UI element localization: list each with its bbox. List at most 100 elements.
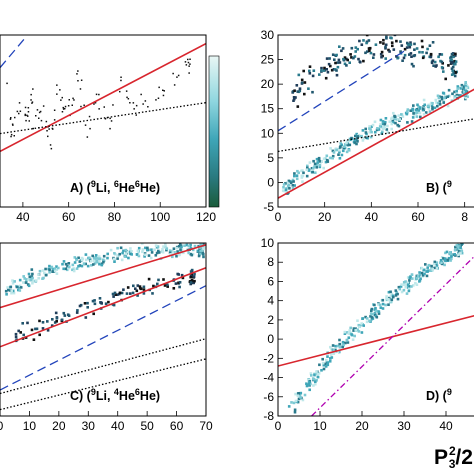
density-cell: [380, 55, 383, 59]
density-cell: [336, 344, 340, 348]
density-cell: [450, 58, 453, 62]
density-cell: [187, 251, 190, 255]
density-cell: [400, 44, 404, 47]
density-cell: [329, 353, 333, 356]
density-cell: [32, 88, 34, 90]
density-cell: [61, 96, 63, 99]
density-cell: [365, 317, 369, 320]
density-cell: [84, 253, 88, 256]
density-cell: [324, 365, 328, 368]
density-cell: [392, 295, 395, 299]
density-cell: [45, 120, 48, 123]
density-cell: [300, 174, 304, 178]
density-cell: [75, 267, 79, 270]
density-cell: [46, 320, 49, 323]
density-cell: [322, 69, 326, 72]
density-cell: [449, 251, 452, 254]
y-tick-label: 20: [261, 77, 275, 91]
density-cell: [39, 110, 42, 113]
density-cell: [390, 117, 393, 120]
density-cell: [433, 262, 436, 266]
density-cell: [368, 319, 371, 323]
density-cell: [406, 283, 410, 286]
density-cell: [11, 279, 14, 282]
density-cell: [362, 59, 365, 63]
density-cell: [86, 136, 89, 138]
density-cell: [409, 43, 413, 46]
density-cell: [428, 110, 432, 113]
density-cell: [415, 111, 419, 114]
density-cell: [390, 292, 394, 296]
density-cell: [367, 39, 371, 42]
panel-d-y-ticks: -8 -6 -4 -2 0 2 4 6 8 10: [261, 236, 283, 423]
panel-d-density: [287, 243, 464, 414]
density-cell: [384, 43, 388, 47]
density-cell: [444, 259, 447, 263]
density-cell: [377, 128, 381, 131]
density-cell: [335, 53, 338, 57]
density-cell: [310, 374, 313, 377]
density-cell: [353, 138, 357, 142]
density-cell: [141, 248, 145, 251]
density-cell: [306, 166, 309, 170]
density-cell: [407, 43, 410, 47]
density-cell: [38, 333, 41, 337]
density-cell: [435, 261, 439, 264]
density-cell: [84, 316, 88, 319]
density-cell: [306, 164, 309, 168]
density-cell: [411, 107, 415, 111]
density-cell: [402, 283, 406, 286]
density-cell: [368, 125, 371, 128]
density-cell: [415, 283, 419, 286]
density-cell: [355, 142, 358, 146]
density-cell: [312, 159, 315, 163]
density-cell: [293, 408, 297, 412]
density-cell: [318, 160, 321, 163]
density-cell: [455, 89, 458, 93]
x-tick-label: 80: [108, 210, 122, 224]
density-cell: [329, 147, 332, 150]
density-cell: [85, 258, 88, 262]
density-cell: [180, 273, 184, 277]
density-cell: [57, 266, 60, 270]
y-tick-label: 8: [267, 255, 274, 269]
density-cell: [370, 130, 373, 134]
density-cell: [125, 292, 129, 295]
density-cell: [157, 249, 160, 253]
density-cell: [24, 281, 28, 284]
density-cell: [406, 121, 409, 124]
density-cell: [367, 47, 371, 50]
density-cell: [23, 277, 26, 280]
density-cell: [151, 292, 154, 295]
density-cell: [356, 47, 359, 51]
density-cell: [365, 132, 368, 136]
density-cell: [342, 343, 345, 347]
density-cell: [146, 248, 149, 252]
dashed-fit-line: [0, 37, 26, 69]
density-cell: [24, 114, 26, 117]
density-cell: [358, 325, 361, 329]
density-cell: [379, 118, 383, 122]
density-cell: [370, 312, 374, 316]
y-tick-label: -6: [263, 390, 274, 404]
density-cell: [138, 285, 142, 288]
density-cell: [143, 255, 146, 258]
density-cell: [343, 332, 347, 335]
density-cell: [459, 251, 462, 255]
density-cell: [420, 39, 424, 43]
density-cell: [43, 271, 46, 275]
density-cell: [335, 69, 338, 72]
density-cell: [297, 171, 300, 175]
density-cell: [406, 41, 409, 45]
y-tick-label: 5: [267, 151, 274, 165]
density-cell: [357, 330, 361, 333]
density-cell: [15, 285, 19, 289]
density-cell: [404, 280, 407, 283]
density-cell: [390, 297, 393, 300]
density-cell: [438, 100, 442, 103]
panel-a: 40 60 80 100 120 A) (9Li, 6He6He): [0, 34, 220, 224]
density-cell: [98, 257, 102, 260]
density-cell: [410, 273, 414, 276]
density-cell: [453, 97, 456, 100]
density-cell: [332, 352, 336, 355]
